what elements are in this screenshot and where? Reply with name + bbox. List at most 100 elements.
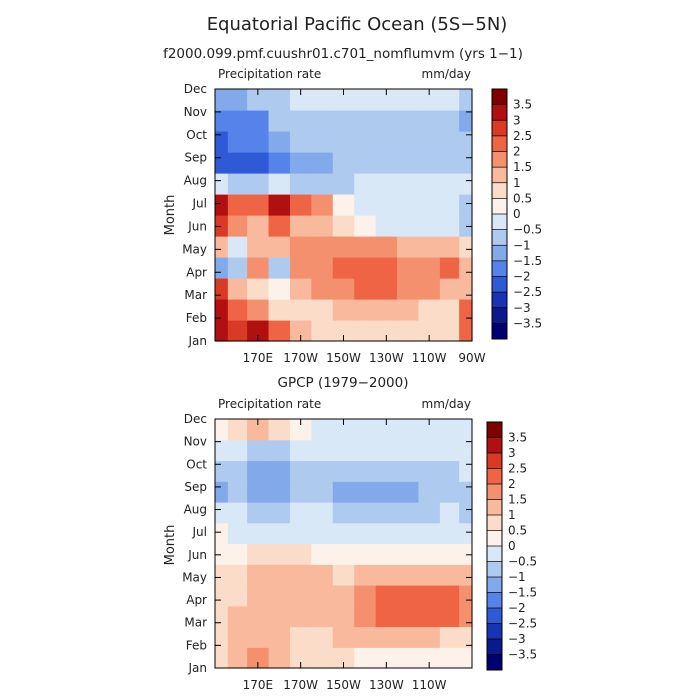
heat-cell	[459, 110, 473, 132]
heat-cell	[311, 215, 334, 237]
heat-cell	[354, 460, 377, 482]
heat-cell	[289, 460, 312, 482]
heat-cell	[418, 173, 441, 195]
heat-cell	[227, 278, 248, 300]
x-tick-label: 170W	[283, 678, 318, 692]
heat-cell	[332, 502, 355, 524]
heat-cell	[247, 605, 270, 628]
heat-cell	[215, 131, 229, 153]
heat-cell	[332, 173, 355, 195]
panel-title: f2000.099.pmf.cuushr01.c701_nomflumvm (y…	[163, 46, 523, 62]
heat-cell	[418, 605, 441, 628]
heat-cell	[397, 585, 420, 607]
variable-label: Precipitation rate	[218, 67, 321, 81]
heat-cell	[375, 564, 398, 586]
heat-cell	[354, 215, 377, 237]
y-tick-label: Oct	[186, 128, 207, 142]
heat-cell	[247, 543, 270, 565]
heat-cell	[215, 502, 229, 524]
heat-cell	[289, 585, 312, 607]
heat-cell	[247, 522, 270, 545]
heat-cell	[397, 194, 420, 216]
heat-cell	[375, 320, 398, 342]
heat-cell	[459, 647, 473, 669]
heat-cell	[418, 278, 441, 300]
heat-cell	[247, 236, 270, 258]
heat-cell	[459, 605, 473, 628]
heat-cell	[289, 522, 312, 545]
heat-cell	[439, 236, 460, 258]
x-tick-label: 130W	[369, 678, 404, 692]
x-tick-label: 130W	[369, 351, 404, 365]
heat-cell	[332, 299, 355, 321]
colorbar-swatch	[487, 530, 502, 547]
heat-cell	[354, 131, 377, 153]
heat-cell	[247, 194, 270, 216]
heat-cell	[418, 89, 441, 111]
heat-cell	[247, 215, 270, 237]
heat-cell	[247, 460, 270, 482]
heat-cell	[418, 419, 441, 441]
heat-cell	[397, 460, 420, 482]
heat-cell	[247, 173, 270, 195]
heat-cell	[289, 502, 312, 524]
heat-cell	[375, 605, 398, 628]
y-tick-label: Aug	[184, 174, 207, 188]
heat-cell	[375, 647, 398, 669]
heat-cell	[289, 173, 312, 195]
heat-cell	[332, 194, 355, 216]
x-tick-label: 170E	[243, 678, 274, 692]
heat-cell	[418, 460, 441, 482]
heat-cell	[397, 320, 420, 342]
heat-cell	[289, 419, 312, 441]
colorbar-swatch	[487, 623, 502, 640]
heat-cell	[459, 131, 473, 153]
heat-cell	[289, 320, 312, 342]
heat-cell	[215, 564, 229, 586]
heat-cell	[268, 460, 291, 482]
heat-cell	[332, 89, 355, 111]
y-tick-label: Oct	[186, 457, 207, 471]
heat-cell	[459, 522, 473, 545]
heat-cell	[332, 110, 355, 132]
heat-cell	[247, 152, 270, 174]
colorbar-bottom: 3.53 2.52 1.51 0.50 −0.5−1 −1.5−2 −2.5−3 −3.5	[486, 421, 537, 671]
heat-cell	[227, 502, 248, 524]
heat-cell	[439, 299, 460, 321]
heat-cell	[227, 481, 248, 503]
colorbar-label: 1	[508, 508, 516, 522]
colorbar-label: 2	[508, 477, 516, 491]
colorbar-swatch	[492, 276, 507, 293]
heat-cell	[227, 439, 248, 462]
heat-cell	[459, 502, 473, 524]
heat-cell	[397, 89, 420, 111]
heat-cell	[439, 481, 460, 503]
y-tick-label: Sep	[184, 151, 207, 165]
heat-cell	[418, 585, 441, 607]
heat-cell	[439, 460, 460, 482]
heat-cell	[459, 439, 473, 462]
colorbar-label: −2	[508, 601, 526, 615]
colorbar-label: −1.5	[513, 254, 542, 268]
colorbar-swatch	[492, 167, 507, 184]
heat-cell	[268, 110, 291, 132]
heat-cell	[227, 605, 248, 628]
heat-cell	[311, 299, 334, 321]
heat-cell	[375, 419, 398, 441]
colorbar-swatch	[492, 89, 507, 106]
figure-title: Equatorial Pacific Ocean (5S−5N)	[207, 14, 508, 35]
heat-cell	[397, 481, 420, 503]
heat-cell	[332, 481, 355, 503]
heat-cell	[227, 173, 248, 195]
heat-cell	[354, 626, 377, 648]
heat-cell	[215, 215, 229, 237]
colorbar-swatch	[487, 608, 502, 624]
heat-cell	[289, 257, 312, 279]
colorbar-label: −0.5	[508, 555, 537, 569]
colorbar-swatch	[487, 561, 502, 578]
y-tick-label: Jan	[188, 661, 208, 675]
heat-cell	[332, 522, 355, 545]
heat-cell	[247, 419, 270, 441]
heat-cell	[227, 419, 248, 441]
heat-cell	[268, 173, 291, 195]
